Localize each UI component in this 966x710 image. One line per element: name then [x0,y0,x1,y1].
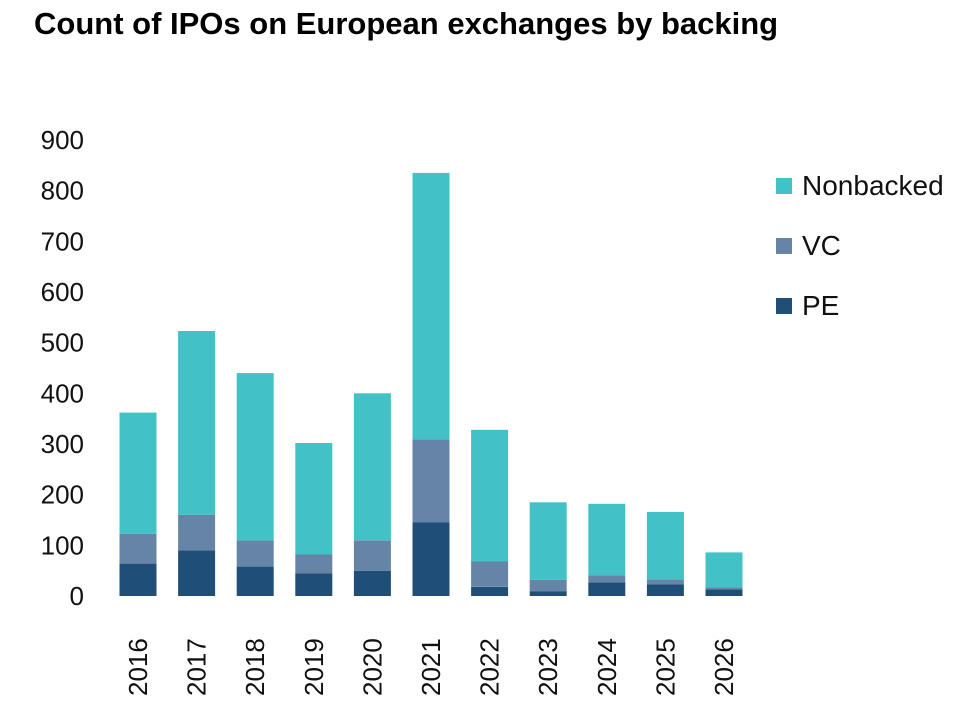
x-tick-label: 2024 [592,638,622,696]
bar-pe-2021 [412,522,450,596]
legend-label-vc: VC [802,230,841,261]
bar-vc-2020 [353,540,391,571]
bar-nonbacked-2018 [236,373,274,541]
bar-nonbacked-2025 [646,511,684,580]
x-tick-label: 2020 [357,638,387,696]
x-tick-label: 2021 [416,638,446,696]
bar-vc-2021 [412,439,450,523]
legend-swatch-nonbacked [776,178,792,194]
bar-vc-2023 [529,579,567,592]
x-tick-label: 2026 [709,638,739,696]
bar-nonbacked-2026 [705,552,743,588]
bar-vc-2019 [295,554,333,574]
y-tick-label: 600 [41,277,84,307]
bar-vc-2024 [588,575,626,583]
legend-swatch-pe [776,298,792,314]
bar-pe-2018 [236,566,274,596]
x-tick-label: 2018 [240,638,270,696]
bar-nonbacked-2021 [412,172,450,440]
bar-nonbacked-2023 [529,502,567,580]
x-tick-label: 2022 [475,638,505,696]
bar-pe-2019 [295,573,333,596]
bar-vc-2018 [236,540,274,567]
bar-pe-2024 [588,582,626,596]
x-tick-label: 2017 [182,638,212,696]
y-tick-label: 0 [70,581,84,611]
y-tick-label: 200 [41,480,84,510]
bar-nonbacked-2016 [119,412,157,534]
bar-pe-2026 [705,589,743,596]
legend-label-pe: PE [802,290,840,321]
bar-nonbacked-2024 [588,503,626,576]
y-tick-label: 700 [41,226,84,256]
chart-legend: Nonbacked VC PE [776,156,944,336]
bar-nonbacked-2020 [353,393,391,541]
bar-pe-2022 [471,586,509,596]
x-tick-label: 2025 [650,638,680,696]
x-tick-label: 2023 [533,638,563,696]
bar-pe-2020 [353,570,391,596]
y-tick-label: 100 [41,530,84,560]
y-tick-label: 300 [41,429,84,459]
bar-pe-2017 [178,550,216,596]
bar-nonbacked-2019 [295,443,333,555]
y-tick-label: 900 [41,125,84,155]
bar-nonbacked-2017 [178,331,216,515]
bar-nonbacked-2022 [471,429,509,562]
legend-item-vc: VC [776,216,944,276]
chart-title: Count of IPOs on European exchanges by b… [34,6,779,41]
y-tick-label: 400 [41,378,84,408]
bar-pe-2016 [119,563,157,596]
bar-vc-2025 [646,579,684,585]
legend-swatch-vc [776,238,792,254]
x-tick-label: 2016 [123,638,153,696]
x-tick-label: 2019 [299,638,329,696]
bar-vc-2022 [471,561,509,587]
legend-item-nonbacked: Nonbacked [776,156,944,216]
legend-item-pe: PE [776,276,944,336]
bar-pe-2025 [646,584,684,596]
y-tick-label: 800 [41,176,84,206]
bar-pe-2023 [529,591,567,596]
bar-vc-2016 [119,533,157,564]
bar-vc-2017 [178,514,216,551]
bar-vc-2026 [705,587,743,590]
y-tick-label: 500 [41,328,84,358]
legend-label-nonbacked: Nonbacked [802,170,944,201]
